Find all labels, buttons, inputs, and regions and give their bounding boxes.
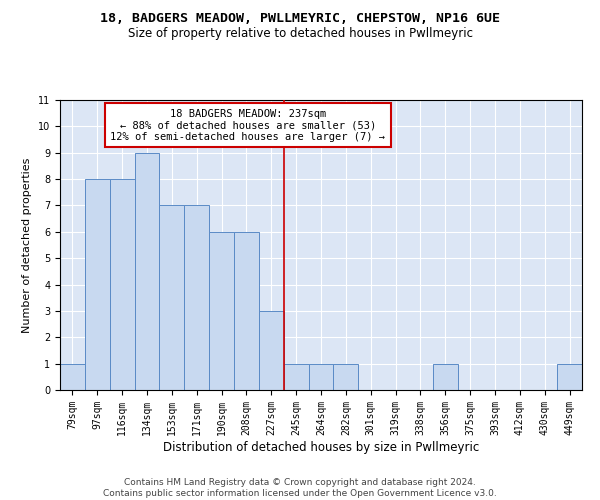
Text: 18, BADGERS MEADOW, PWLLMEYRIC, CHEPSTOW, NP16 6UE: 18, BADGERS MEADOW, PWLLMEYRIC, CHEPSTOW… bbox=[100, 12, 500, 26]
Bar bbox=[184, 206, 209, 390]
X-axis label: Distribution of detached houses by size in Pwllmeyric: Distribution of detached houses by size … bbox=[163, 440, 479, 454]
Text: Contains HM Land Registry data © Crown copyright and database right 2024.
Contai: Contains HM Land Registry data © Crown c… bbox=[103, 478, 497, 498]
Bar bbox=[85, 179, 110, 390]
Bar bbox=[433, 364, 458, 390]
Text: 18 BADGERS MEADOW: 237sqm
← 88% of detached houses are smaller (53)
12% of semi-: 18 BADGERS MEADOW: 237sqm ← 88% of detac… bbox=[110, 108, 385, 142]
Bar bbox=[234, 232, 259, 390]
Bar bbox=[160, 206, 184, 390]
Bar bbox=[308, 364, 334, 390]
Bar bbox=[557, 364, 582, 390]
Bar bbox=[209, 232, 234, 390]
Bar bbox=[259, 311, 284, 390]
Text: Size of property relative to detached houses in Pwllmeyric: Size of property relative to detached ho… bbox=[128, 28, 473, 40]
Y-axis label: Number of detached properties: Number of detached properties bbox=[22, 158, 32, 332]
Bar bbox=[110, 179, 134, 390]
Bar bbox=[60, 364, 85, 390]
Bar bbox=[134, 152, 160, 390]
Bar bbox=[334, 364, 358, 390]
Bar bbox=[284, 364, 308, 390]
